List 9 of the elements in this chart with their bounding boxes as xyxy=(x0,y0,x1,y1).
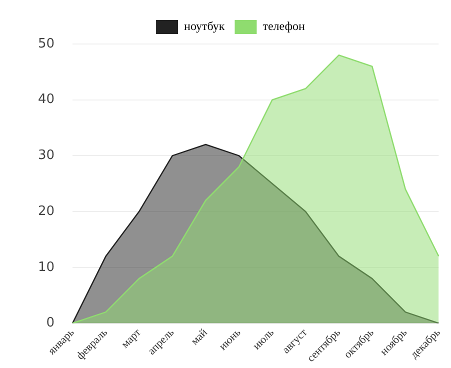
y-tick-label: 50 xyxy=(38,36,55,52)
y-tick-label: 10 xyxy=(38,260,55,275)
x-tick-label: май xyxy=(188,326,210,348)
y-tick-label: 30 xyxy=(38,148,55,164)
legend-label: ноутбук xyxy=(184,19,225,34)
y-tick-label: 0 xyxy=(46,316,55,331)
y-tick-label: 40 xyxy=(38,92,55,108)
legend-label: телефон xyxy=(262,19,306,34)
y-tick-label: 20 xyxy=(38,204,55,219)
